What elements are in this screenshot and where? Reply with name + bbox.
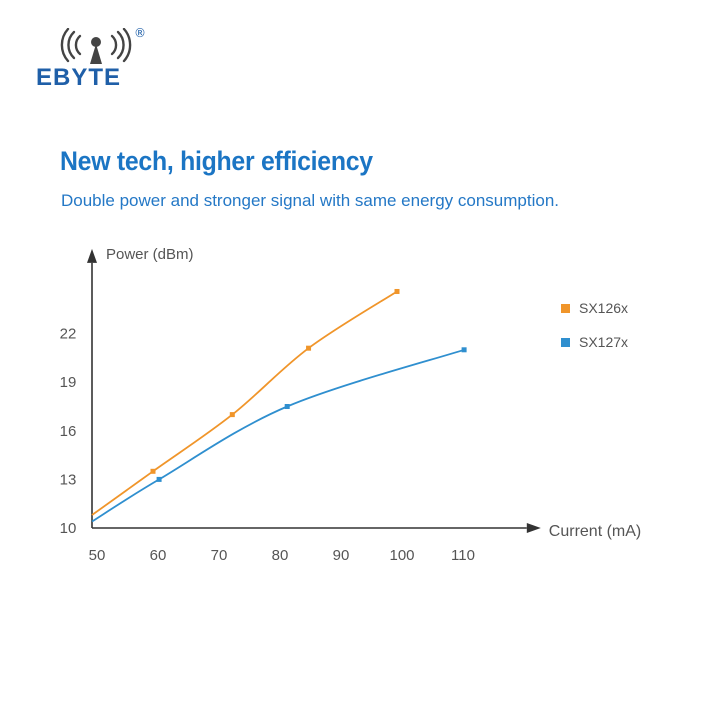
data-point-sx126x bbox=[306, 345, 312, 351]
y-tick-label: 13 bbox=[60, 471, 77, 488]
data-point-sx127x bbox=[156, 476, 162, 482]
ebyte-logo: ® EBYTE bbox=[36, 26, 156, 92]
data-point-sx126x bbox=[394, 288, 400, 294]
x-tick-label: 90 bbox=[333, 547, 350, 564]
legend-swatch-sx126x bbox=[561, 303, 570, 313]
x-tick-label: 80 bbox=[272, 547, 289, 564]
x-tick-label: 60 bbox=[150, 547, 167, 564]
y-axis-arrow bbox=[87, 248, 97, 263]
series-line-sx126x bbox=[91, 290, 398, 516]
legend-label-sx126x: SX126x bbox=[579, 300, 629, 316]
data-point-sx126x bbox=[229, 412, 235, 418]
antenna-icon bbox=[60, 28, 132, 64]
x-axis-arrow bbox=[526, 523, 541, 533]
data-point-sx126x bbox=[150, 468, 156, 474]
legend-label-sx127x: SX127x bbox=[579, 334, 629, 350]
brand-name: EBYTE bbox=[36, 64, 122, 91]
y-tick-label: 19 bbox=[60, 374, 77, 391]
legend-item-sx127x: SX127x bbox=[561, 334, 628, 350]
subheadline: Double power and stronger signal with sa… bbox=[61, 191, 559, 210]
x-axis-label: Current (mA) bbox=[549, 523, 641, 540]
legend-swatch-sx127x bbox=[561, 337, 570, 347]
registered-mark: ® bbox=[134, 26, 146, 40]
headline: New tech, higher efficiency bbox=[60, 146, 373, 176]
series-line-sx127x bbox=[91, 348, 465, 523]
y-tick-label: 10 bbox=[60, 520, 77, 537]
data-point-sx127x bbox=[284, 404, 290, 409]
y-tick-label: 16 bbox=[60, 423, 77, 440]
y-axis-label: Power (dBm) bbox=[106, 246, 194, 263]
x-tick-label: 110 bbox=[451, 547, 475, 564]
legend-item-sx126x: SX126x bbox=[561, 300, 628, 316]
x-tick-label: 50 bbox=[89, 547, 106, 564]
x-tick-label: 70 bbox=[211, 547, 228, 564]
y-tick-label: 22 bbox=[60, 326, 77, 343]
x-tick-label: 100 bbox=[389, 547, 414, 564]
data-point-sx127x bbox=[461, 347, 467, 353]
